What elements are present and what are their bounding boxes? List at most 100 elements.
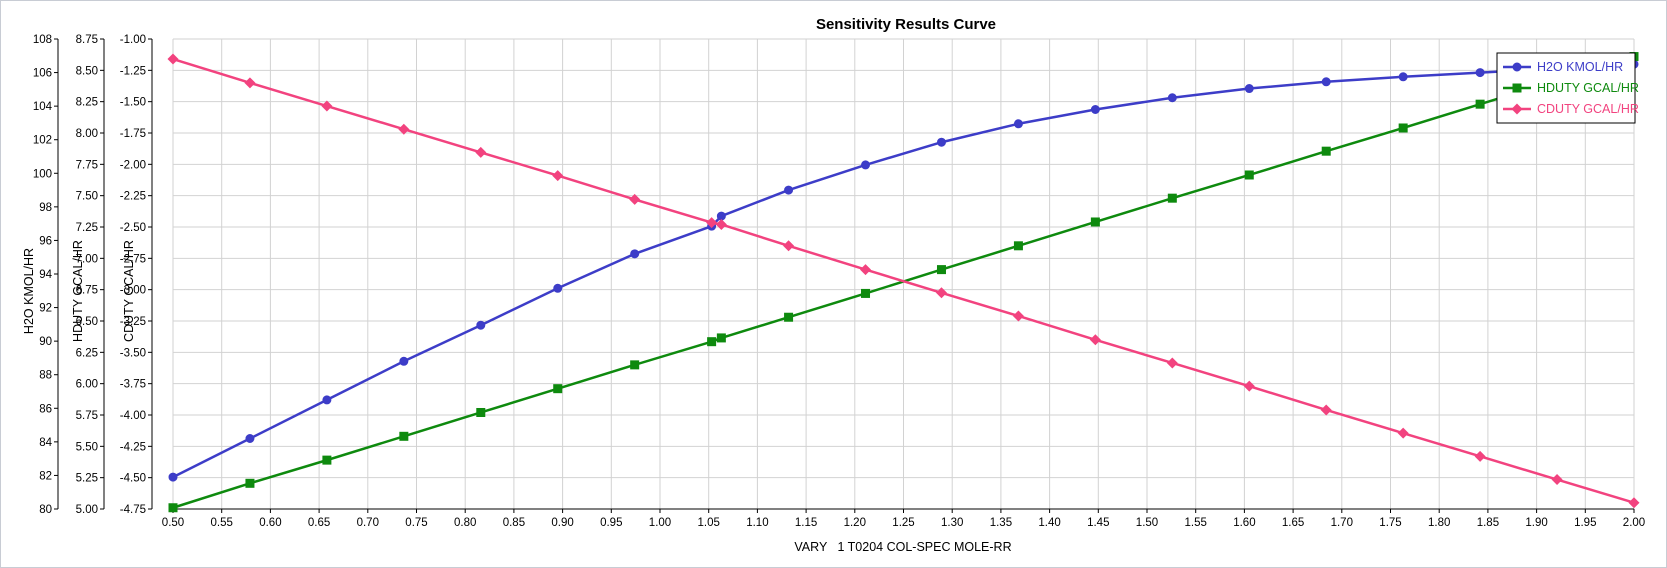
y-tick-label: 86: [39, 403, 52, 415]
data-point: [245, 478, 255, 488]
data-point: [1551, 474, 1563, 486]
x-tick-label: 1.20: [844, 517, 866, 529]
y-tick-label: 5.25: [76, 473, 98, 485]
y-tick-label: 6.75: [76, 285, 98, 297]
data-point: [553, 384, 563, 394]
x-tick-label: 1.40: [1038, 517, 1060, 529]
data-point: [1397, 427, 1409, 439]
y-tick-label: 6.25: [76, 347, 98, 359]
x-tick-label: 1.35: [990, 517, 1012, 529]
y-tick-label: 88: [39, 370, 52, 382]
data-point: [321, 100, 333, 112]
x-tick-label: 1.90: [1525, 517, 1547, 529]
y-tick-label: -3.00: [120, 285, 146, 297]
legend-item[interactable]: H2O KMOL/HR: [1503, 60, 1623, 74]
data-point: [553, 283, 563, 293]
x-tick-label: 0.50: [162, 517, 184, 529]
legend-item[interactable]: HDUTY GCAL/HR: [1503, 81, 1639, 95]
y-tick-label: -1.25: [120, 65, 146, 77]
y-tick-label: -4.25: [120, 441, 146, 453]
data-point: [476, 407, 486, 417]
data-point: [398, 123, 410, 135]
data-point: [399, 431, 409, 441]
x-tick-label: 1.70: [1331, 517, 1353, 529]
data-point: [707, 337, 717, 347]
x-tick-label: 1.60: [1233, 517, 1255, 529]
y-tick-label: 7.00: [76, 253, 98, 265]
data-point: [935, 287, 947, 299]
axes: 0.50 0.55 0.60 0.65 0.70 0.75 0.80 0.85 0.90 0.95…: [33, 34, 1645, 529]
x-tick-label: 0.60: [259, 517, 281, 529]
data-point: [1475, 99, 1485, 109]
data-point: [168, 472, 178, 482]
legend-label: H2O KMOL/HR: [1537, 60, 1623, 74]
y-tick-label: 98: [39, 202, 52, 214]
data-point: [245, 434, 255, 443]
data-point: [1398, 123, 1408, 133]
y-tick-label: 90: [39, 336, 52, 348]
y-tick-label: -3.25: [120, 316, 146, 328]
legend-swatch-marker: [1512, 62, 1522, 72]
data-point: [1089, 334, 1101, 346]
data-point: [860, 264, 872, 276]
y-tick-label: -4.00: [120, 410, 146, 422]
y-tick-label: 7.75: [76, 159, 98, 171]
y-tick-label: -2.75: [120, 253, 146, 265]
data-point: [936, 137, 946, 147]
data-point: [715, 218, 727, 231]
y-tick-label: 6.00: [76, 379, 98, 391]
x-tick-label: 0.75: [405, 517, 427, 529]
y-tick-label: 102: [33, 135, 52, 147]
data-point: [167, 53, 179, 65]
x-tick-label: 1.65: [1282, 517, 1304, 529]
data-point: [1090, 217, 1100, 227]
legend-label: HDUTY GCAL/HR: [1537, 81, 1639, 95]
y-tick-label: 104: [33, 101, 53, 113]
x-tick-label: 2.00: [1623, 517, 1645, 529]
y-tick-label: 94: [39, 269, 52, 281]
data-point: [936, 265, 946, 275]
data-point: [716, 211, 726, 221]
y-tick-label: 5.00: [76, 504, 98, 516]
x-tick-label: 1.15: [795, 517, 817, 529]
x-tick-label: 1.00: [649, 517, 671, 529]
y-tick-label: -2.25: [120, 191, 146, 203]
legend-item[interactable]: CDUTY GCAL/HR: [1503, 102, 1639, 116]
y-tick-label: -2.50: [120, 222, 146, 234]
data-point: [1475, 68, 1485, 78]
x-tick-label: 1.45: [1087, 517, 1109, 529]
x-tick-label: 1.80: [1428, 517, 1450, 529]
x-tick-label: 1.10: [746, 517, 768, 529]
x-tick-label: 0.55: [211, 517, 233, 529]
legend-label: CDUTY GCAL/HR: [1537, 102, 1639, 116]
x-tick-label: 0.80: [454, 517, 476, 529]
data-point: [630, 249, 640, 259]
data-point: [784, 185, 794, 195]
data-point: [784, 312, 794, 322]
y-tick-label: 8.25: [76, 97, 98, 109]
x-tick-label: 0.90: [551, 517, 573, 529]
data-point: [475, 146, 487, 158]
y-tick-label: 80: [39, 504, 52, 516]
legend[interactable]: H2O KMOL/HR HDUTY GCAL/HR CDUTY GCAL/HR: [1496, 52, 1639, 124]
y-axis-title-h2o: H2O KMOL/HR: [22, 248, 36, 334]
data-point: [1090, 105, 1100, 114]
y-tick-label: 108: [33, 34, 52, 46]
x-tick-label: 1.25: [892, 517, 914, 529]
data-point: [1013, 119, 1023, 129]
x-tick-label: 1.50: [1136, 517, 1158, 529]
y-tick-label: -3.50: [120, 347, 146, 359]
data-point: [1244, 170, 1254, 180]
series-hduty: [168, 52, 1639, 513]
data-point: [168, 503, 178, 513]
data-point: [1012, 310, 1024, 322]
data-point: [322, 455, 332, 465]
y-tick-label: 96: [39, 235, 52, 247]
y-tick-label: 84: [39, 437, 52, 449]
data-point: [552, 170, 564, 182]
data-point: [1474, 450, 1486, 462]
y-tick-label: -4.50: [120, 473, 146, 485]
data-point: [783, 240, 795, 252]
